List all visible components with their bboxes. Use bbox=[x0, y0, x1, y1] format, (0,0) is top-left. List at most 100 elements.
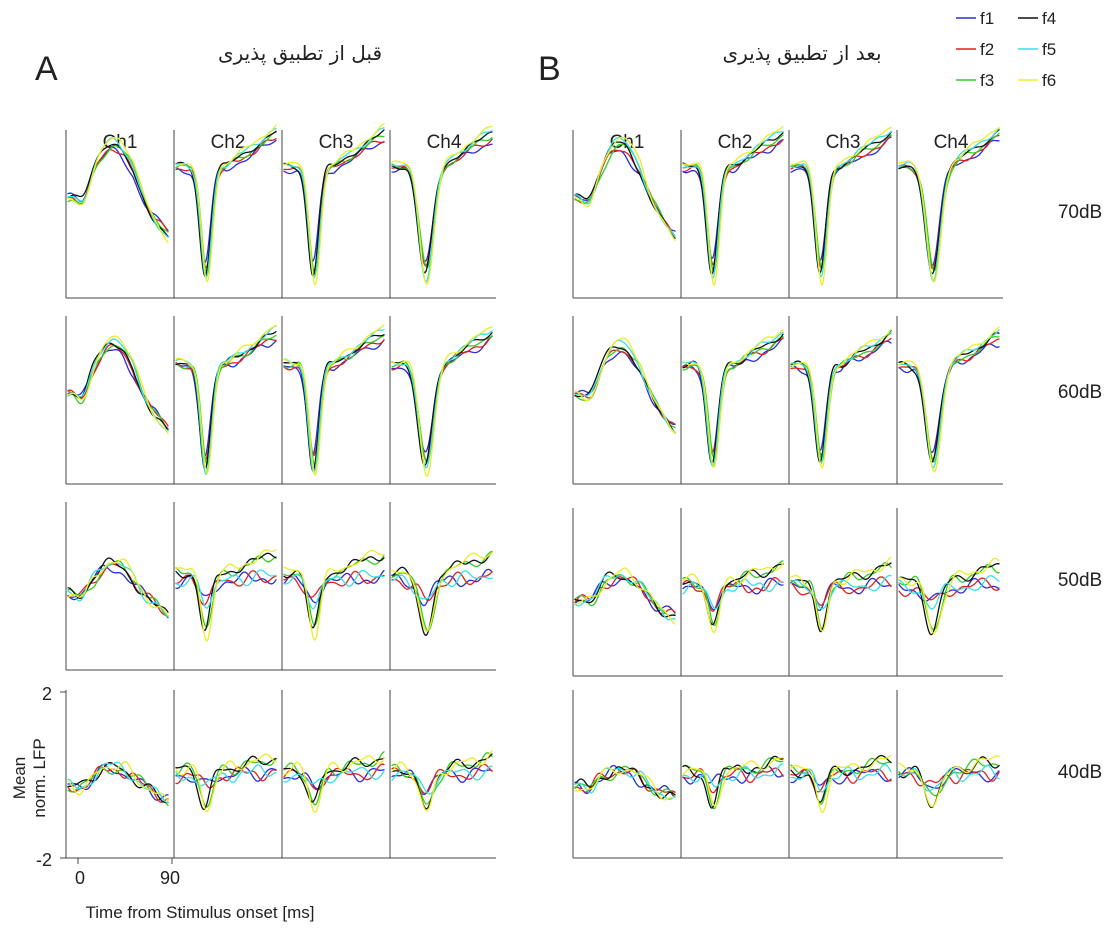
trace-f6 bbox=[898, 755, 1000, 808]
subplot-b-50db-ch2 bbox=[680, 508, 784, 676]
trace-f6 bbox=[175, 324, 277, 475]
trace-f6 bbox=[67, 761, 169, 802]
trace-f5 bbox=[67, 561, 169, 618]
trace-f2 bbox=[391, 138, 493, 267]
subplot-a-70db-ch3 bbox=[281, 123, 385, 298]
trace-f6 bbox=[790, 126, 892, 286]
trace-f5 bbox=[283, 569, 385, 610]
subplot-a-60db-ch1 bbox=[65, 316, 169, 484]
level-label-70db: 70dB bbox=[1058, 202, 1102, 223]
trace-f6 bbox=[391, 551, 493, 633]
trace-f5 bbox=[898, 329, 1000, 469]
channel-label-ch4-a: Ch4 bbox=[427, 132, 462, 153]
trace-f5 bbox=[790, 331, 892, 465]
trace-f6 bbox=[283, 549, 385, 641]
subplot-a-50db-ch4 bbox=[389, 502, 493, 670]
trace-f4 bbox=[391, 551, 493, 637]
trace-f5 bbox=[175, 127, 277, 279]
xtick-label-0: 0 bbox=[75, 868, 85, 888]
trace-f3 bbox=[682, 335, 784, 460]
level-label-40db: 40dB bbox=[1058, 762, 1102, 783]
trace-f2 bbox=[682, 139, 784, 266]
trace-f6 bbox=[175, 549, 277, 642]
trace-f1 bbox=[175, 340, 277, 458]
trace-f4 bbox=[175, 755, 277, 811]
trace-f4 bbox=[574, 766, 676, 800]
trace-f3 bbox=[898, 563, 1000, 631]
trace-f2 bbox=[682, 337, 784, 452]
trace-f1 bbox=[67, 564, 169, 619]
subplot-a-40db-ch3 bbox=[281, 690, 385, 858]
trace-f2 bbox=[898, 134, 1000, 270]
trace-f5 bbox=[574, 339, 676, 434]
trace-f1 bbox=[283, 141, 385, 262]
channel-label-ch2-b: Ch2 bbox=[718, 132, 753, 153]
channel-label-ch3-b: Ch3 bbox=[826, 132, 861, 153]
legend-label-f6: f6 bbox=[1042, 71, 1056, 90]
subplot-a-40db-ch1 bbox=[65, 690, 169, 858]
trace-f2 bbox=[283, 339, 385, 457]
trace-f4 bbox=[790, 131, 892, 274]
trace-f4 bbox=[898, 756, 1000, 809]
level-label-50db: 50dB bbox=[1058, 570, 1102, 591]
trace-f6 bbox=[175, 124, 277, 283]
trace-f3 bbox=[67, 344, 169, 431]
trace-f4 bbox=[790, 562, 892, 633]
subplot-b-60db-ch2 bbox=[680, 316, 784, 484]
trace-f3 bbox=[790, 562, 892, 630]
trace-f1 bbox=[682, 337, 784, 455]
subplot-b-40db-ch1 bbox=[572, 690, 676, 858]
trace-f5 bbox=[175, 569, 277, 609]
subplot-a-40db-ch2 bbox=[173, 690, 277, 858]
trace-f2 bbox=[175, 338, 277, 460]
subplot-a-50db-ch2 bbox=[173, 502, 277, 670]
trace-f6 bbox=[682, 562, 784, 634]
trace-f3 bbox=[391, 550, 493, 632]
trace-f2 bbox=[790, 337, 892, 456]
trace-f2 bbox=[790, 134, 892, 269]
legend-label-f2: f2 bbox=[980, 40, 994, 59]
trace-f4 bbox=[283, 556, 385, 629]
trace-f5 bbox=[67, 338, 169, 432]
trace-f1 bbox=[790, 577, 892, 612]
trace-f3 bbox=[574, 143, 676, 237]
trace-f3 bbox=[790, 134, 892, 269]
trace-f5 bbox=[898, 764, 1000, 792]
trace-f1 bbox=[790, 136, 892, 262]
subplot-a-60db-ch2 bbox=[173, 316, 277, 484]
trace-f6 bbox=[67, 136, 169, 243]
channel-label-ch4-b: Ch4 bbox=[934, 132, 969, 153]
trace-f5 bbox=[682, 331, 784, 468]
trace-f6 bbox=[790, 754, 892, 813]
trace-f5 bbox=[283, 766, 385, 785]
trace-f1 bbox=[682, 577, 784, 611]
trace-f2 bbox=[682, 576, 784, 612]
trace-f1 bbox=[283, 339, 385, 456]
ylabel-line-2: norm. LFP bbox=[30, 738, 49, 817]
subplot-b-70db-ch1 bbox=[572, 130, 676, 298]
trace-f5 bbox=[574, 767, 676, 800]
subplot-b-70db-ch2 bbox=[680, 126, 784, 298]
ylabel-line-1: Mean bbox=[10, 757, 29, 800]
trace-f4 bbox=[898, 563, 1000, 636]
trace-f3 bbox=[391, 752, 493, 805]
trace-f4 bbox=[574, 571, 676, 618]
trace-f6 bbox=[574, 567, 676, 625]
subplot-b-40db-ch2 bbox=[680, 690, 784, 858]
trace-f3 bbox=[682, 757, 784, 810]
trace-f1 bbox=[391, 335, 493, 453]
trace-f5 bbox=[283, 329, 385, 474]
trace-f2 bbox=[574, 349, 676, 425]
trace-f6 bbox=[283, 324, 385, 476]
subplot-a-50db-ch1 bbox=[65, 502, 169, 670]
trace-f6 bbox=[67, 335, 169, 434]
subplot-b-50db-ch1 bbox=[572, 508, 676, 676]
trace-f1 bbox=[391, 143, 493, 263]
trace-f4 bbox=[790, 754, 892, 803]
trace-f6 bbox=[682, 329, 784, 469]
trace-f3 bbox=[283, 751, 385, 806]
trace-f3 bbox=[898, 132, 1000, 272]
trace-f1 bbox=[790, 340, 892, 451]
legend-label-f5: f5 bbox=[1042, 40, 1056, 59]
